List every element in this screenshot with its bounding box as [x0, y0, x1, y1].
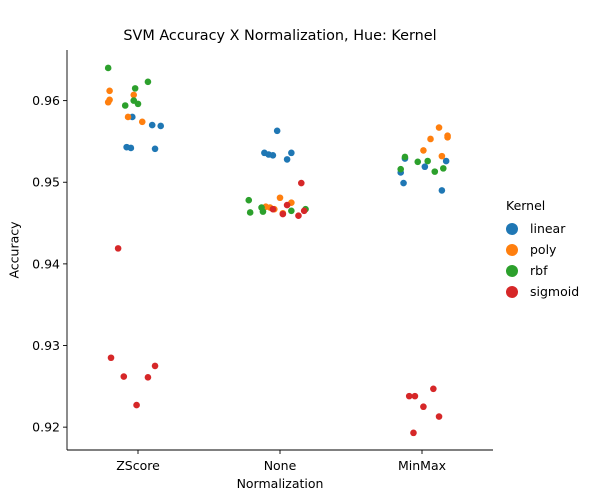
legend-marker-rbf: [506, 264, 518, 277]
data-point-rbf: [288, 207, 295, 215]
legend-item-rbf: rbf: [500, 260, 579, 281]
x-tick-label: ZScore: [116, 458, 160, 473]
data-point-poly: [276, 194, 284, 202]
data-point-sigmoid: [120, 373, 128, 380]
legend: Kernel linear poly rbf sigmoid: [500, 198, 579, 302]
legend-label-sigmoid: sigmoid: [530, 284, 580, 299]
data-point-sigmoid: [269, 205, 277, 213]
data-point-poly: [106, 87, 113, 95]
data-point-rbf: [144, 78, 152, 86]
legend-label-poly: poly: [530, 242, 557, 257]
axes: 0.92 0.93 0.94 0.95 0.96 ZScore None MinMax: [32, 50, 493, 473]
data-point-rbf: [414, 158, 422, 166]
data-point-poly: [420, 147, 427, 154]
legend-marker-poly: [506, 243, 518, 256]
data-point-sigmoid: [114, 245, 122, 252]
data-point-poly: [444, 134, 451, 141]
y-tick-label: 0.95: [32, 175, 60, 190]
chart-title: SVM Accuracy X Normalization, Hue: Kerne…: [123, 28, 437, 44]
data-point-rbf: [440, 165, 447, 172]
data-point-sigmoid: [410, 429, 417, 437]
legend-item-sigmoid: sigmoid: [500, 281, 579, 302]
data-point-linear: [400, 179, 407, 187]
x-axis-label: Normalization: [236, 476, 324, 491]
data-point-linear: [127, 144, 135, 152]
data-point-rbf: [246, 209, 254, 216]
data-point-sigmoid: [420, 403, 427, 411]
data-point-rbf: [104, 64, 112, 72]
legend-title: Kernel: [506, 198, 546, 213]
data-point-linear: [273, 127, 281, 135]
data-point-poly: [435, 124, 443, 131]
y-tick-label: 0.92: [32, 420, 60, 435]
data-point-poly: [130, 91, 138, 99]
data-point-rbf: [134, 100, 142, 108]
data-point-sigmoid: [283, 201, 291, 209]
y-tick-label: 0.96: [32, 93, 60, 108]
y-tick-label: 0.94: [32, 256, 60, 271]
legend-item-poly: poly: [500, 239, 579, 260]
data-points: [104, 64, 451, 437]
data-point-sigmoid: [144, 374, 152, 381]
data-point-linear: [438, 187, 446, 194]
data-point-sigmoid: [411, 392, 419, 400]
data-point-rbf: [431, 168, 439, 175]
data-point-sigmoid: [279, 210, 287, 218]
data-point-linear: [421, 163, 429, 171]
data-point-sigmoid: [405, 392, 413, 400]
data-point-sigmoid: [151, 362, 159, 370]
data-point-linear: [265, 151, 272, 158]
data-point-rbf: [397, 165, 405, 173]
data-point-linear: [283, 156, 291, 163]
data-point-sigmoid: [295, 212, 302, 220]
data-point-linear: [157, 122, 165, 130]
data-point-poly: [124, 113, 132, 121]
data-point-rbf: [131, 85, 139, 92]
data-point-poly: [104, 98, 112, 106]
x-tick-label: MinMax: [398, 458, 446, 473]
data-point-poly: [438, 152, 446, 160]
data-point-sigmoid: [298, 179, 305, 187]
data-point-sigmoid: [133, 401, 140, 409]
data-point-sigmoid: [435, 413, 443, 420]
data-point-rbf: [401, 153, 409, 161]
data-point-linear: [288, 149, 295, 157]
y-axis-label: Accuracy: [6, 221, 22, 279]
data-point-sigmoid: [107, 354, 115, 362]
data-point-linear: [151, 145, 159, 153]
legend-label-rbf: rbf: [530, 263, 548, 278]
x-tick-label: None: [264, 458, 297, 473]
legend-marker-linear: [506, 222, 518, 235]
data-point-poly: [427, 135, 434, 143]
data-point-linear: [148, 121, 156, 129]
data-point-sigmoid: [430, 385, 437, 393]
data-point-rbf: [245, 196, 253, 204]
data-point-rbf: [121, 102, 129, 109]
data-point-rbf: [424, 157, 431, 165]
legend-item-linear: linear: [500, 218, 579, 239]
y-tick-label: 0.93: [32, 338, 60, 353]
legend-marker-sigmoid: [506, 285, 518, 298]
legend-label-linear: linear: [530, 221, 566, 236]
data-point-rbf: [258, 204, 265, 211]
data-point-linear: [442, 157, 450, 165]
data-point-sigmoid: [300, 207, 308, 215]
data-point-poly: [138, 118, 146, 126]
